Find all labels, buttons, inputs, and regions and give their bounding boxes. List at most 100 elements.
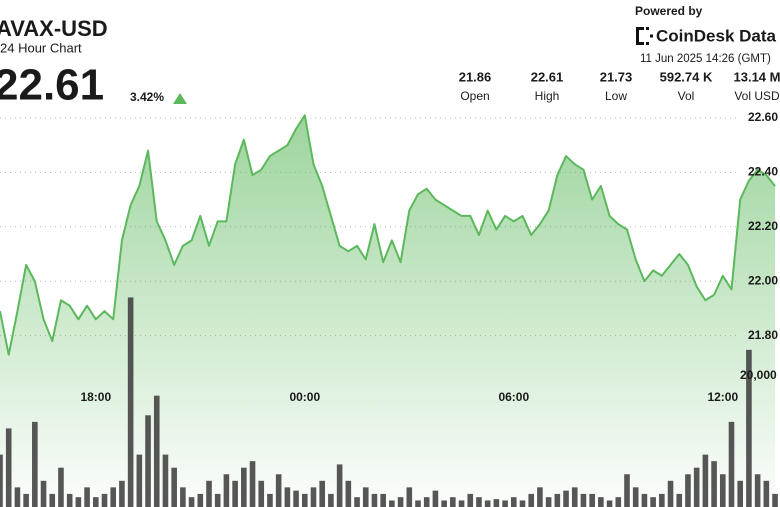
- volume-bar: [685, 474, 691, 507]
- y-tick-label: 21.80: [748, 328, 778, 342]
- volume-bar: [389, 500, 395, 507]
- volume-bar: [563, 490, 569, 507]
- volume-bar: [484, 500, 491, 507]
- volume-bar: [441, 500, 447, 507]
- x-tick-label: 12:00: [707, 390, 738, 404]
- volume-bar: [772, 493, 778, 507]
- stat-label: Open: [460, 89, 489, 103]
- brand-icon: [636, 27, 653, 45]
- volume-bar: [23, 493, 29, 507]
- volume-bar: [545, 497, 552, 507]
- stat-label: Low: [605, 89, 627, 103]
- volume-bar: [406, 487, 413, 507]
- volume-bar: [510, 497, 517, 507]
- volume-bar: [49, 493, 56, 507]
- y-tick-label: 22.00: [748, 273, 778, 287]
- volume-bar: [537, 487, 543, 507]
- volume-bar: [659, 493, 665, 507]
- volume-bar: [362, 487, 369, 507]
- plot-area: 18:00 00:00 06:00 12:00 21.80 22.00 22.20 22.40…: [0, 110, 778, 507]
- chart-subtitle: 24 Hour Chart: [0, 40, 82, 55]
- volume-bar: [667, 480, 674, 507]
- volume-bar: [92, 497, 99, 507]
- volume-bar: [232, 480, 238, 507]
- volume-bar: [380, 493, 386, 507]
- x-tick-label: 18:00: [80, 390, 111, 404]
- volume-bar: [153, 395, 160, 507]
- volume-bar: [371, 493, 378, 507]
- volume-bar: [397, 497, 404, 507]
- volume-bar: [180, 487, 186, 507]
- volume-bar: [493, 499, 500, 507]
- volume-bar: [737, 480, 744, 507]
- volume-bar: [641, 493, 648, 507]
- volume-bar: [415, 500, 421, 507]
- volume-bar: [188, 497, 195, 507]
- stat-value: 13.14 M: [734, 69, 780, 84]
- volume-bar: [110, 487, 117, 507]
- volume-bar: [519, 500, 526, 507]
- volume-bar: [214, 493, 221, 507]
- volume-bar: [328, 493, 334, 507]
- volume-bar: [423, 497, 430, 507]
- volume-bar: [127, 297, 134, 507]
- volume-bar: [624, 474, 630, 507]
- volume-bar: [693, 467, 700, 507]
- chart-title: AVAX-USD: [0, 16, 108, 41]
- volume-bar: [615, 497, 622, 507]
- x-tick-label: 00:00: [289, 390, 320, 404]
- volume-bar: [75, 497, 82, 507]
- brand-name: CoinDesk Data: [656, 26, 777, 45]
- volume-bar: [728, 421, 735, 507]
- volume-bar: [197, 493, 204, 507]
- volume-bar: [267, 493, 273, 507]
- stat-label: Vol: [678, 89, 695, 103]
- volume-bar: [249, 461, 256, 507]
- volume-bar: [598, 497, 604, 507]
- current-price: 22.61: [0, 61, 104, 110]
- stat-value: 22.61: [531, 69, 564, 84]
- volume-bar: [258, 480, 265, 507]
- volume-bar: [14, 487, 21, 507]
- volume-bar: [571, 487, 578, 507]
- y-tick-label: 22.60: [748, 110, 778, 124]
- volume-bar: [336, 464, 343, 507]
- volume-bar: [528, 493, 535, 507]
- volume-bar: [676, 493, 683, 507]
- price-area: [0, 115, 776, 507]
- volume-bar: [632, 487, 639, 507]
- volume-bar: [711, 461, 717, 507]
- volume-bar: [650, 497, 656, 507]
- price-line: [0, 114, 776, 356]
- volume-bar: [606, 500, 613, 507]
- volume-bar: [589, 493, 595, 507]
- volume-bar: [40, 480, 47, 507]
- x-tick-label: 06:00: [498, 390, 529, 404]
- volume-bar: [0, 454, 3, 507]
- volume-bar: [58, 467, 64, 507]
- volume-bar: [763, 480, 770, 507]
- volume-bar: [206, 480, 212, 507]
- volume-bar: [458, 500, 465, 507]
- volume-bar: [345, 480, 352, 507]
- y-tick-label: 22.20: [748, 219, 778, 233]
- y2-tick-label: 20,000: [740, 368, 777, 382]
- up-arrow: [173, 93, 187, 104]
- stat-label: High: [535, 89, 560, 103]
- volume-bar: [145, 415, 151, 507]
- volume-bar: [450, 497, 456, 507]
- volume-bar: [746, 349, 752, 507]
- volume-bar: [354, 497, 360, 507]
- volume-bar: [171, 467, 177, 507]
- volume-bar: [293, 490, 299, 507]
- volume-bar: [32, 421, 38, 507]
- y-tick-label: 22.40: [748, 165, 778, 179]
- volume-bar: [275, 474, 282, 507]
- volume-bar: [702, 454, 709, 507]
- volume-bar: [223, 474, 230, 507]
- timestamp: 11 Jun 2025 14:26 (GMT): [640, 53, 771, 65]
- volume-bar: [310, 487, 317, 507]
- volume-bar: [554, 493, 561, 507]
- price-change: 3.42%: [130, 90, 164, 104]
- stat-value: 592.74 K: [660, 69, 713, 84]
